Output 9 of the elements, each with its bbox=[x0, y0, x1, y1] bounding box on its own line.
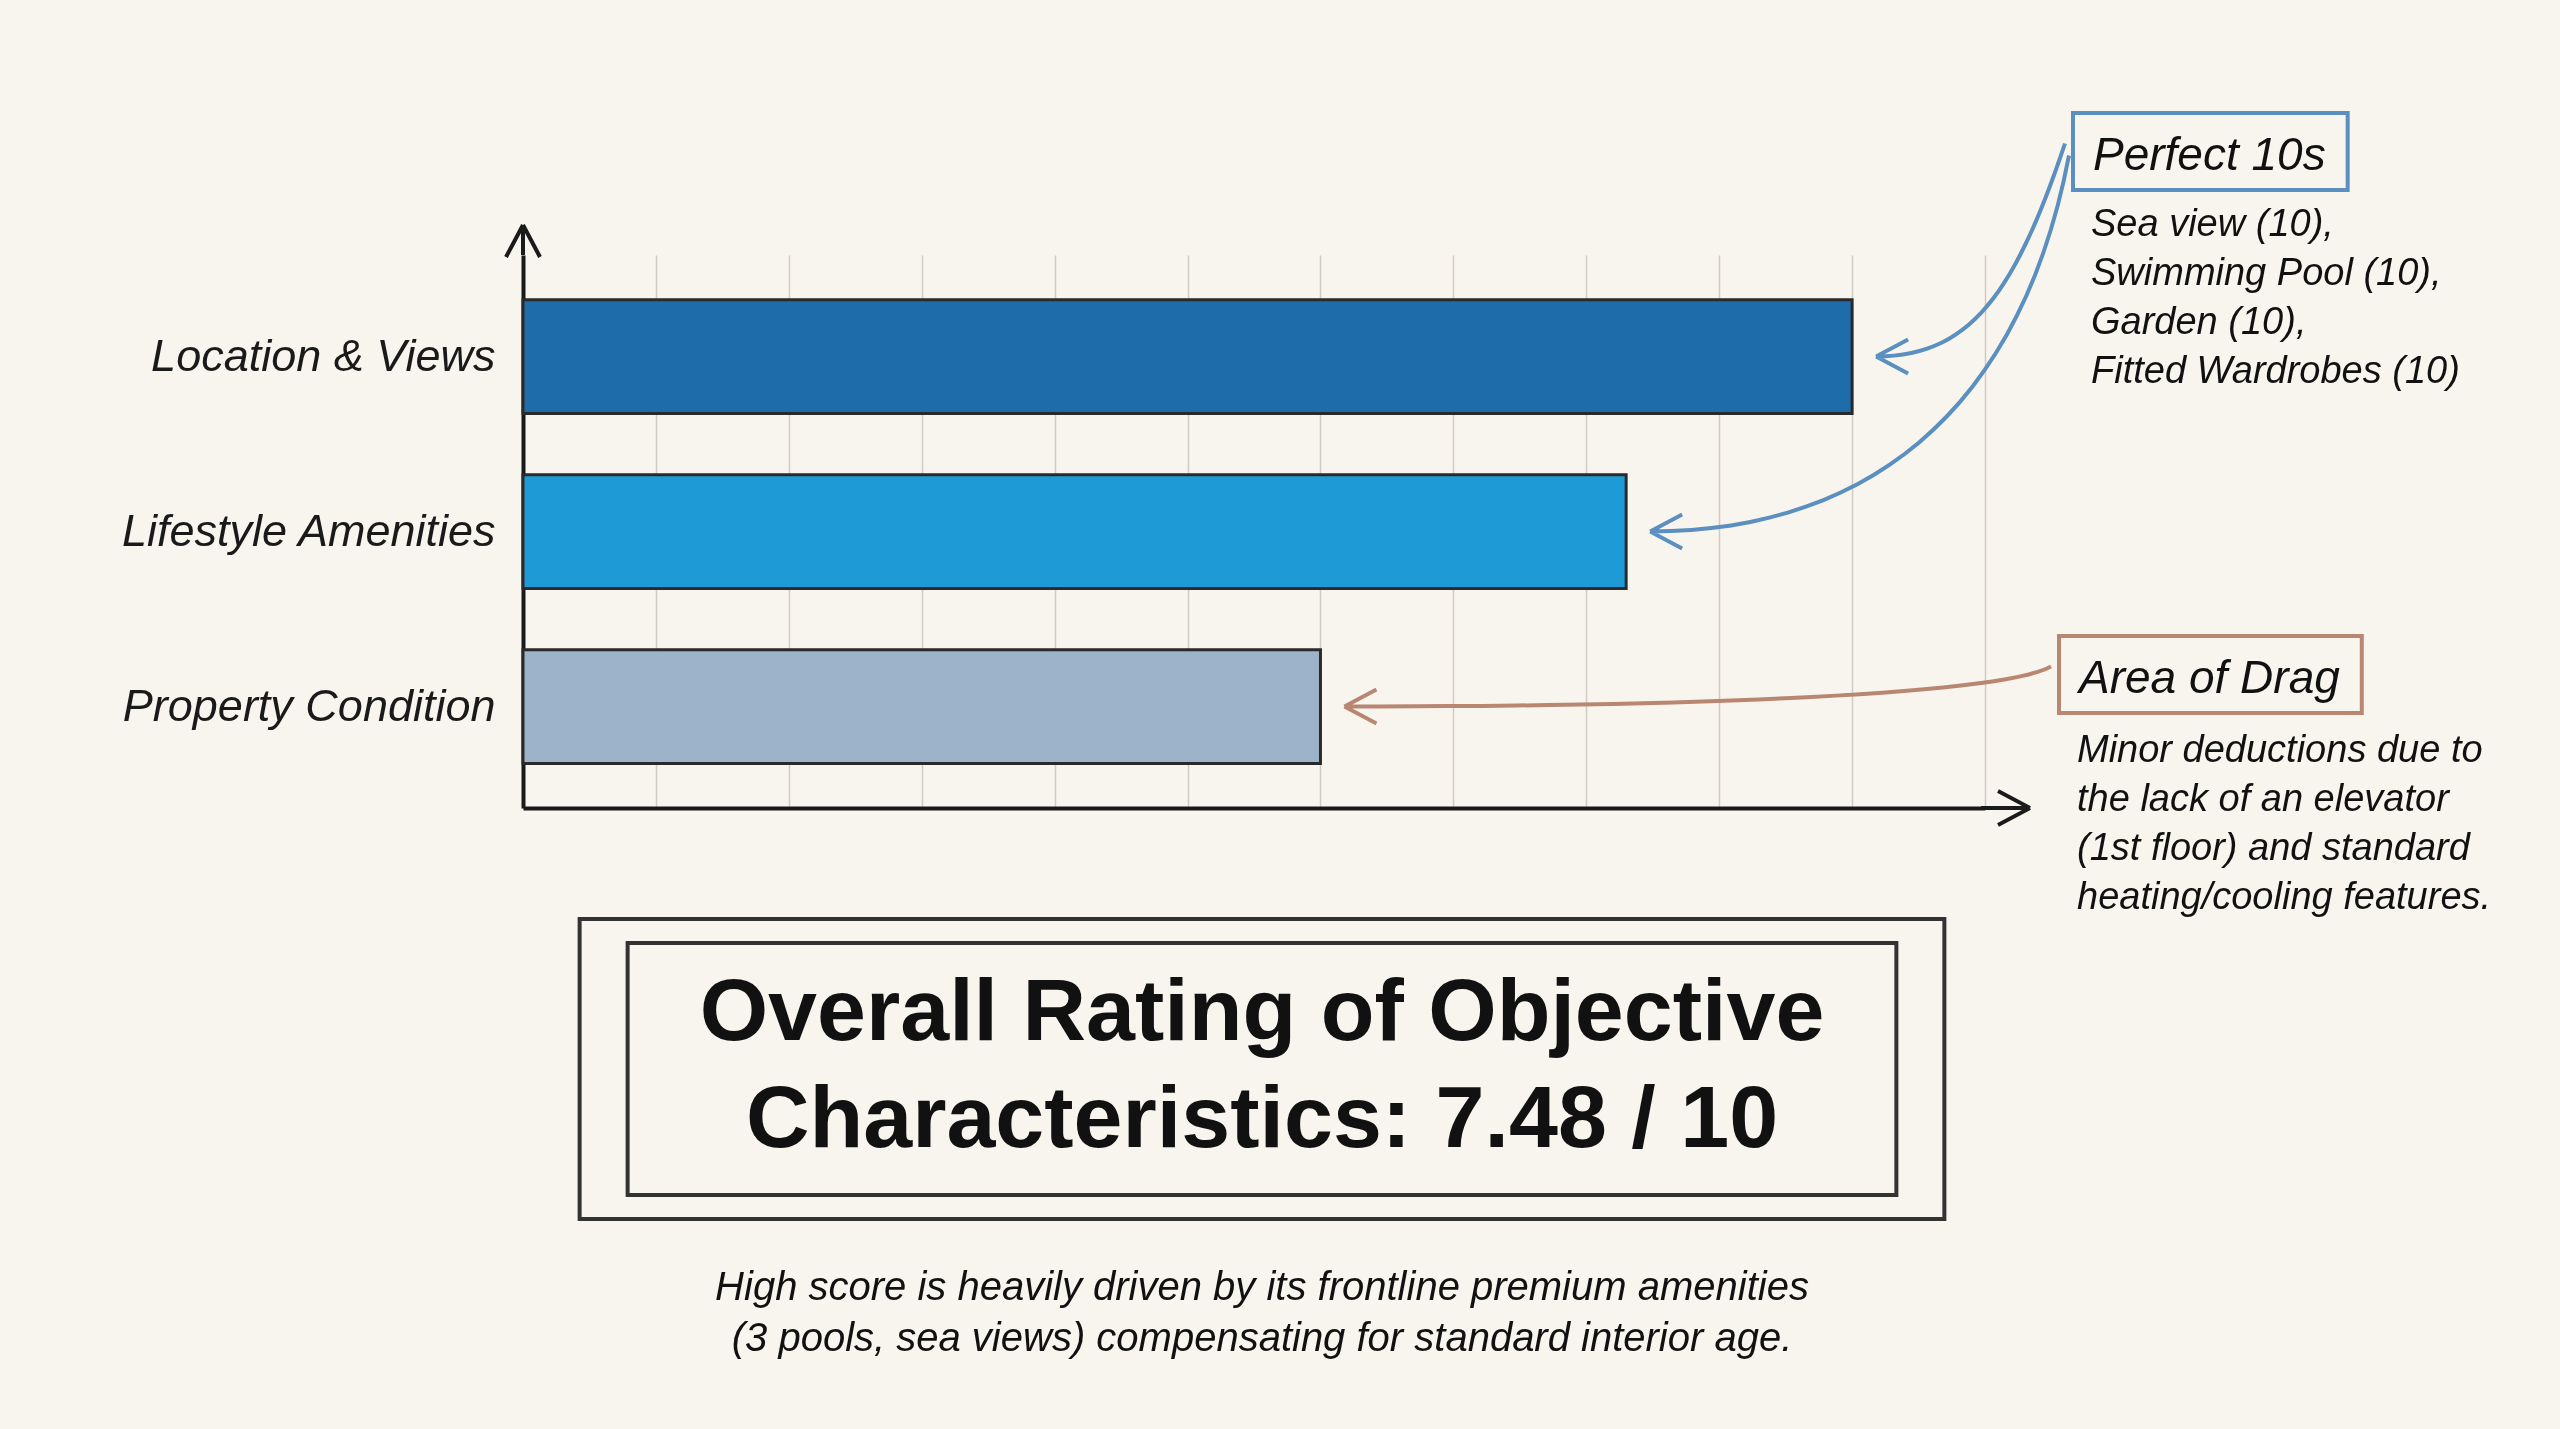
text: Area of Drag bbox=[2076, 651, 2341, 703]
text: Overall Rating of Objective Characteristics: 7.48 / 10 bbox=[699, 960, 1825, 1166]
text: Minor deductions due to the lack of an elevator (1st floor) and standard heating/cooling features. bbox=[2077, 728, 2492, 917]
text: High score is heavily driven by its frontline premium amenities (3 pools, sea views) compensating for standard interior age. bbox=[715, 1264, 1809, 1359]
text: Perfect 10s bbox=[2093, 128, 2326, 180]
text: Sea view (10), Swimming Pool (10), Garden (10), Fitted Wardrobes (10) bbox=[2091, 202, 2460, 391]
y-tick-label: Property Condition bbox=[122, 679, 496, 731]
y-tick-label: Lifestyle Amenities bbox=[122, 504, 496, 556]
y-tick-label: Location & Views bbox=[151, 329, 496, 381]
